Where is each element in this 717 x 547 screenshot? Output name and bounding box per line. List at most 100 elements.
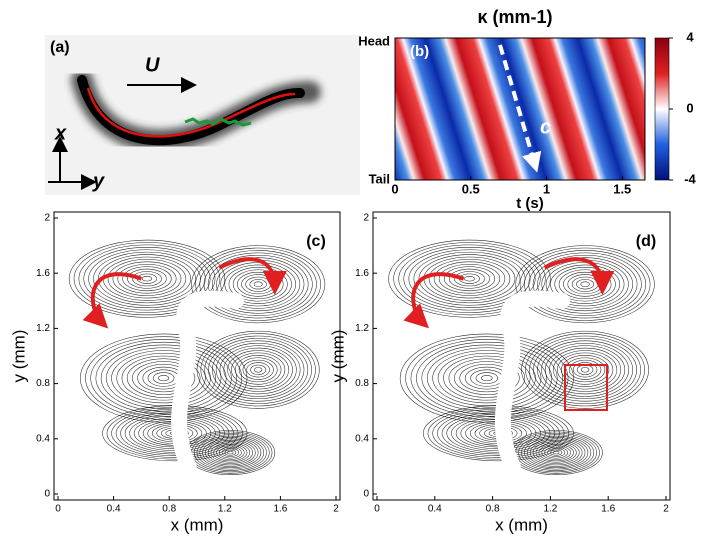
streamline (535, 442, 577, 463)
axis-label: x (54, 122, 67, 144)
streamline (533, 338, 638, 402)
streamline (253, 281, 263, 287)
streamline (227, 450, 234, 455)
row-label: Tail (369, 171, 390, 186)
streamline (132, 271, 162, 287)
streamline (433, 261, 506, 296)
streamline (196, 435, 264, 470)
axis-label: y (92, 170, 105, 192)
y-tick-label: 0 (363, 489, 369, 500)
colorbar-tick-label: -4 (684, 171, 696, 186)
colorbar (654, 37, 670, 181)
y-axis-label: y (mm) (328, 330, 347, 383)
x-tick-label: 0.4 (428, 504, 442, 515)
streamline (532, 441, 580, 464)
worm-silhouette (171, 290, 244, 475)
streamline (553, 350, 618, 390)
streamline (549, 347, 622, 392)
streamline (519, 247, 651, 321)
streamline (203, 252, 313, 316)
streamline (448, 358, 526, 398)
x-tick-label: 0 (55, 504, 61, 515)
x-tick-label: 0 (391, 181, 398, 196)
x-tick-label: 0.8 (486, 504, 500, 515)
colorbar-tick-label: 4 (686, 29, 694, 44)
panel-label: (c) (306, 233, 326, 250)
streamline (112, 261, 182, 296)
panel-label: (d) (636, 233, 656, 250)
streamline (405, 336, 569, 420)
streamline (541, 342, 630, 397)
y-tick-label: 2 (363, 213, 369, 224)
streamline (448, 268, 490, 289)
streamline (556, 352, 614, 387)
x-tick-label: 1.2 (218, 504, 232, 515)
y-tick-label: 2 (44, 213, 50, 224)
streamline (199, 250, 317, 319)
x-tick-label: 1.5 (613, 181, 631, 196)
streamline (207, 441, 253, 464)
streamline (106, 347, 222, 409)
highlight-box (564, 364, 608, 411)
streamline (231, 352, 286, 387)
streamline (515, 433, 597, 473)
x-tick-label: 1 (543, 181, 550, 196)
streamline (196, 330, 320, 409)
streamline (550, 264, 621, 304)
streamline (529, 335, 641, 404)
streamline (132, 361, 196, 395)
velocity-label: U (145, 54, 160, 76)
row-label: Head (358, 33, 390, 48)
streamline (73, 242, 221, 316)
streamline (126, 358, 201, 398)
colorbar-tick-label: 0 (686, 100, 693, 115)
streamline (554, 267, 616, 302)
streamline (545, 262, 625, 307)
streamline (521, 330, 649, 409)
streamline (200, 333, 316, 407)
streamline (512, 431, 600, 474)
streamline (524, 250, 647, 319)
streamline (564, 357, 606, 383)
streamline (205, 439, 256, 466)
title: κ (mm-1) (477, 7, 552, 27)
x-axis-label: t (s) (516, 195, 544, 212)
streamline (250, 364, 267, 375)
streamline (547, 448, 566, 458)
streamline (249, 279, 267, 290)
streamline (121, 355, 206, 401)
streamline (212, 257, 305, 312)
wave-arrow (498, 44, 542, 173)
streamline (525, 333, 645, 407)
y-tick-label: 0 (44, 489, 50, 500)
streamline (423, 256, 516, 301)
streamline (98, 254, 196, 304)
streamline (219, 345, 297, 395)
y-tick-label: 1.2 (36, 323, 50, 334)
streamline (537, 340, 634, 400)
x-tick-label: 0.8 (162, 504, 176, 515)
y-tick-label: 1.6 (36, 268, 50, 279)
streamline (567, 274, 603, 295)
y-tick-label: 0.8 (36, 378, 50, 389)
streamline (68, 239, 226, 318)
streamline (443, 355, 531, 401)
streamline (221, 448, 239, 458)
flow-arrow (82, 272, 143, 329)
y-tick-label: 0.8 (355, 378, 369, 389)
streamline (432, 350, 542, 406)
x-tick-label: 0 (374, 504, 380, 515)
streamline (568, 359, 602, 380)
streamline (85, 336, 243, 420)
streamline (438, 263, 501, 294)
streamline (576, 364, 594, 375)
streamline (83, 247, 211, 311)
streamline (443, 266, 496, 292)
streamline (107, 259, 187, 299)
x-axis-label: x (mm) (495, 515, 548, 534)
streamline (470, 369, 504, 387)
streamline (580, 281, 590, 287)
wave-label: c (540, 116, 551, 138)
streamline (111, 350, 217, 406)
